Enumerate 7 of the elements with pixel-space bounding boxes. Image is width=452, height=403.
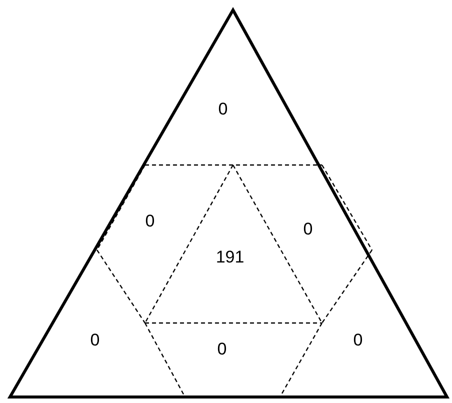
data-label: 191 [216, 247, 244, 266]
data-label: 0 [90, 330, 100, 350]
data-label: 0 [217, 339, 227, 358]
data-label: 0 [353, 330, 363, 350]
data-label: 0 [303, 219, 313, 238]
data-label: 0 [145, 211, 155, 230]
data-label: 0 [218, 99, 228, 118]
